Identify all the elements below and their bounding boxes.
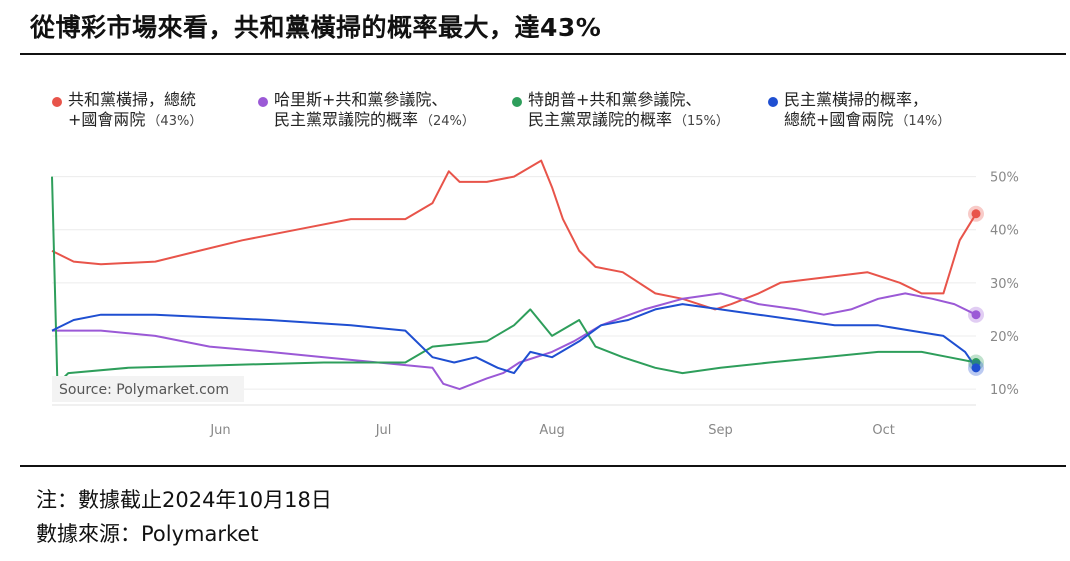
y-axis-ticks: 50% 40% 30% 20% 10% [990,171,1019,399]
legend-percent: （14%） [895,114,951,129]
x-tick-label: Oct [872,423,894,438]
title-rule [20,53,1066,55]
x-axis-ticks: Jun Jul Aug Sep Oct [209,423,895,438]
chart-grid [52,176,976,406]
legend-dot [258,97,268,107]
series-line-4 [51,303,977,375]
y-tick-label: 30% [990,277,1019,292]
x-tick-label: Jul [375,423,392,438]
legend-item-democratic-sweep: 民主黨橫掃的概率， 總統+國會兩院 （14%） [768,90,950,132]
series-end-point-4 [971,363,981,373]
source-label-box [52,376,244,402]
legend-dot [512,97,522,107]
source-label: Source: Polymarket.com [59,382,229,398]
legend-dot [768,97,778,107]
x-tick-label: Aug [539,423,564,438]
chart-legend: 共和黨橫掃，總統 +國會兩院 （43%） 哈里斯+共和黨參議院、 民主黨眾議院的概… [0,90,1070,140]
chart-series [51,159,977,391]
legend-label-line2: 民主黨眾議院的概率 [528,110,673,129]
legend-percent: （43%） [147,114,203,129]
series-end-point-1 [971,209,981,219]
legend-percent: （24%） [420,114,475,129]
series-line-1 [51,159,977,311]
y-tick-label: 20% [990,330,1019,345]
legend-label-line1: 民主黨橫掃的概率， [784,90,929,109]
series-line-3 [51,176,977,385]
footer-rule [20,465,1066,467]
y-tick-label: 50% [990,171,1019,186]
legend-dot [52,97,62,107]
legend-item-trump-split: 特朗普+共和黨參議院、 民主黨眾議院的概率 （15%） [512,90,729,132]
legend-label-line2: +國會兩院 [68,110,146,129]
series-end-point-2 [971,310,981,320]
date-note: 注：數據截止2024年10月18日 [36,488,332,512]
legend-item-harris-split: 哈里斯+共和黨參議院、 民主黨眾議院的概率 （24%） [258,90,475,132]
source-note: 數據來源：Polymarket [36,522,259,546]
legend-percent: （15%） [674,114,729,129]
legend-label-line1: 特朗普+共和黨參議院、 [528,90,702,109]
legend-label-line2: 民主黨眾議院的概率 [274,110,419,129]
page-title: 從博彩市場來看，共和黨橫掃的概率最大，達43% [30,13,602,42]
legend-label-line1: 共和黨橫掃，總統 [68,90,197,109]
legend-label-line2: 總統+國會兩院 [784,110,894,129]
x-tick-label: Sep [708,423,733,438]
series-line-2 [52,292,977,391]
y-tick-label: 40% [990,224,1019,239]
y-tick-label: 10% [990,383,1019,398]
x-tick-label: Jun [209,423,230,438]
legend-label-line1: 哈里斯+共和黨參議院、 [274,90,448,109]
chart-end-markers [968,205,984,376]
legend-item-republican-sweep: 共和黨橫掃，總統 +國會兩院 （43%） [52,90,202,132]
